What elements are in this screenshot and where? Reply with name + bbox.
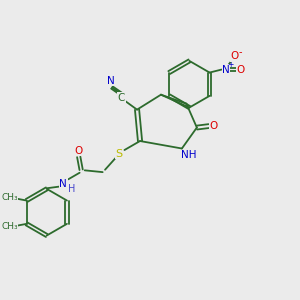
- Text: O: O: [236, 64, 244, 75]
- Text: N: N: [59, 179, 67, 189]
- Text: O: O: [210, 121, 218, 131]
- Text: CH₃: CH₃: [1, 193, 18, 202]
- Text: CH₃: CH₃: [1, 222, 18, 231]
- Text: S: S: [116, 148, 123, 159]
- Text: O: O: [75, 146, 83, 156]
- Text: C: C: [118, 93, 125, 103]
- Text: O: O: [230, 51, 238, 61]
- Text: +: +: [227, 60, 233, 69]
- Text: N: N: [222, 64, 230, 75]
- Text: H: H: [68, 184, 75, 194]
- Text: NH: NH: [181, 150, 196, 160]
- Text: N: N: [106, 76, 114, 86]
- Text: -: -: [238, 47, 242, 58]
